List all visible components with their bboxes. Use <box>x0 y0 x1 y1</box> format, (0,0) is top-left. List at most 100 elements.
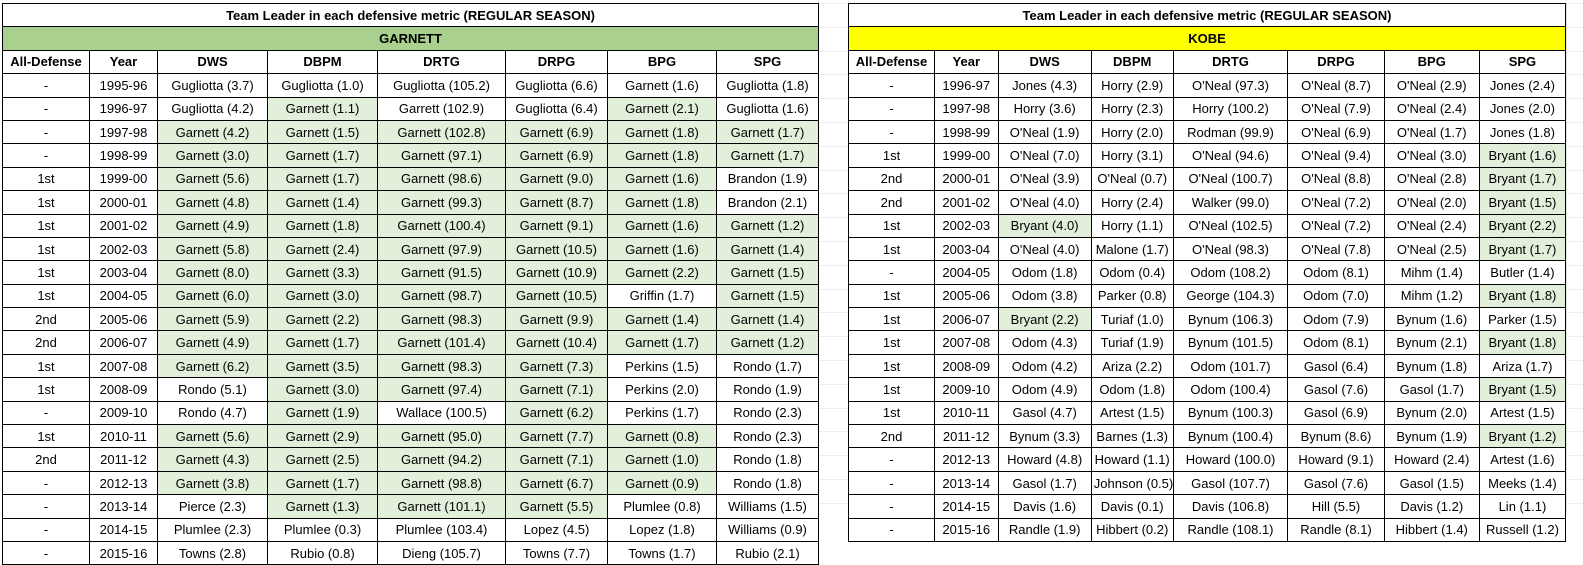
metric-leader-cell: Garnett (1.4) <box>715 307 820 332</box>
metric-leader-cell: Horry (1.1) <box>1090 213 1174 238</box>
metric-leader-cell: O'Neal (98.3) <box>1172 236 1289 262</box>
metric-leader-cell: Bynum (2.1) <box>1383 330 1480 355</box>
metric-leader-cell: Odom (100.4) <box>1172 377 1289 402</box>
metric-leader-cell: Bynum (3.3) <box>997 424 1092 449</box>
metric-leader-cell: Griffin (1.7) <box>607 283 717 309</box>
all-defense-cell: 1st <box>847 143 936 168</box>
metric-leader-cell: Davis (1.2) <box>1383 494 1480 519</box>
metric-leader-cell: Rondo (2.3) <box>715 400 820 426</box>
metric-leader-cell: Odom (108.2) <box>1172 260 1289 285</box>
metric-leader-cell: Odom (4.3) <box>997 330 1092 355</box>
metric-leader-cell: Garnett (95.0) <box>377 424 506 449</box>
metric-leader-cell: Garnett (3.3) <box>267 260 378 285</box>
year-cell: 1996-97 <box>934 73 999 98</box>
metric-leader-cell: Garnett (10.4) <box>505 330 608 355</box>
column-header: DRTG <box>377 49 506 75</box>
metric-leader-cell: Plumlee (103.4) <box>377 517 506 542</box>
column-header: All-Defense <box>847 49 936 75</box>
metric-leader-cell: Davis (0.1) <box>1090 494 1174 519</box>
column-header: All-Defense <box>2 49 90 75</box>
metric-leader-cell: Gugliotta (3.7) <box>157 73 268 98</box>
metric-leader-cell: Mihm (1.2) <box>1383 283 1480 309</box>
metric-leader-cell: Parker (0.8) <box>1090 283 1174 309</box>
metric-leader-cell: Bryant (1.6) <box>1478 143 1567 168</box>
table-row: 1st 2005-06 Odom (3.8) Parker (0.8) George (… <box>847 283 1567 309</box>
year-cell: 2012-13 <box>934 447 999 472</box>
metric-leader-cell: Butler (1.4) <box>1478 260 1567 285</box>
metric-leader-cell: Garnett (7.1) <box>505 377 608 402</box>
metric-leader-cell: Garnett (1.0) <box>607 447 717 472</box>
metric-leader-cell: O'Neal (102.5) <box>1172 213 1289 238</box>
metric-leader-cell: Garnett (101.1) <box>377 494 506 519</box>
metric-leader-cell: Bynum (2.0) <box>1383 400 1480 426</box>
all-defense-cell: 1st <box>847 307 936 332</box>
table-title: Team Leader in each defensive metric (RE… <box>848 2 1566 28</box>
table-row: 1st 1999-00 Garnett (5.6) Garnett (1.7) Garn… <box>2 166 820 192</box>
table-row: -1998-99 Garnett (3.0) Garnett (1.7) Garnet… <box>2 143 820 168</box>
metric-leader-cell: Bryant (1.7) <box>1478 166 1567 192</box>
metric-leader-cell: Bryant (1.8) <box>1478 283 1567 309</box>
metric-leader-cell: Garnett (1.2) <box>715 330 820 355</box>
metric-leader-cell: Bynum (8.6) <box>1287 424 1385 449</box>
metric-leader-cell: O'Neal (7.2) <box>1287 213 1385 238</box>
metric-leader-cell: Gasol (4.7) <box>997 400 1092 426</box>
table-row: -2004-05 Odom (1.8) Odom (0.4) Odom (108.2)… <box>847 260 1567 285</box>
player-name-header: GARNETT <box>1 26 820 51</box>
metric-leader-cell: Garnett (9.0) <box>505 166 608 192</box>
metric-leader-cell: Gasol (7.6) <box>1287 470 1385 496</box>
table-row: 1st 2008-09 Odom (4.2) Ariza (2.2) Odom (101… <box>847 353 1567 379</box>
metric-leader-cell: O'Neal (2.9) <box>1383 73 1480 98</box>
year-cell: 2005-06 <box>89 307 158 332</box>
metric-leader-cell: Garrett (102.9) <box>377 96 506 121</box>
table-row: 1st 2002-03 Garnett (5.8) Garnett (2.4) Garn… <box>2 236 820 262</box>
year-cell: 2014-15 <box>89 517 158 542</box>
all-defense-cell: 1st <box>2 377 90 402</box>
metric-leader-cell: O'Neal (4.0) <box>997 190 1092 215</box>
year-cell: 1999-00 <box>934 143 999 168</box>
table-row: -2014-15 Davis (1.6) Davis (0.1) Davis (106… <box>847 494 1567 519</box>
year-cell: 2007-08 <box>934 330 999 355</box>
metric-leader-cell: Garnett (94.2) <box>377 447 506 472</box>
metric-leader-cell: Garnett (1.6) <box>607 166 717 192</box>
metric-leader-cell: O'Neal (2.4) <box>1383 213 1480 238</box>
metric-leader-cell: Bryant (2.2) <box>1478 213 1567 238</box>
metric-leader-cell: Gugliotta (6.6) <box>505 73 608 98</box>
table-row: -2013-14 Gasol (1.7) Johnson (0.5) Gasol (1… <box>847 470 1567 496</box>
metric-leader-cell: Garnett (0.9) <box>607 470 717 496</box>
metric-leader-cell: Garnett (4.2) <box>157 119 268 145</box>
metric-leader-cell: Garnett (5.5) <box>505 494 608 519</box>
metric-leader-cell: O'Neal (4.0) <box>997 236 1092 262</box>
metric-leader-cell: Garnett (1.7) <box>607 330 717 355</box>
metric-leader-cell: Garnett (6.7) <box>505 470 608 496</box>
metric-leader-cell: Garnett (10.5) <box>505 283 608 309</box>
table-row: -2012-13 Garnett (3.8) Garnett (1.7) Garnet… <box>2 470 820 496</box>
metric-leader-cell: Rondo (1.8) <box>715 470 820 496</box>
table-row: 1st 2006-07 Bryant (2.2) Turiaf (1.0) Bynum … <box>847 307 1567 332</box>
year-cell: 2001-02 <box>934 190 999 215</box>
all-defense-cell: 1st <box>2 353 90 379</box>
metric-leader-cell: Odom (1.8) <box>997 260 1092 285</box>
metric-leader-cell: Garnett (1.7) <box>267 166 378 192</box>
column-header: DWS <box>997 49 1092 75</box>
metric-leader-cell: Garnett (100.4) <box>377 213 506 238</box>
column-header: DWS <box>157 49 268 75</box>
metric-leader-cell: O'Neal (2.0) <box>1383 190 1480 215</box>
metric-leader-cell: Garnett (8.7) <box>505 190 608 215</box>
year-cell: 2013-14 <box>89 494 158 519</box>
column-header: DRPG <box>1287 49 1385 75</box>
year-cell: 2001-02 <box>89 213 158 238</box>
metric-leader-cell: O'Neal (3.0) <box>1383 143 1480 168</box>
metric-leader-cell: Gugliotta (4.2) <box>157 96 268 121</box>
metric-leader-cell: Garnett (0.8) <box>607 424 717 449</box>
metric-leader-cell: Brandon (2.1) <box>715 190 820 215</box>
metric-leader-cell: O'Neal (1.9) <box>997 119 1092 145</box>
year-cell: 2005-06 <box>934 283 999 309</box>
metric-leader-cell: Odom (0.4) <box>1090 260 1174 285</box>
metric-leader-cell: Bryant (4.0) <box>997 213 1092 238</box>
table-title: Team Leader in each defensive metric (RE… <box>1 2 820 28</box>
metric-leader-cell: Garnett (1.5) <box>715 283 820 309</box>
all-defense-cell: 1st <box>2 283 90 309</box>
metric-leader-cell: Garnett (6.0) <box>157 283 268 309</box>
year-cell: 2011-12 <box>89 447 158 472</box>
metric-leader-cell: Garnett (91.5) <box>377 260 506 285</box>
